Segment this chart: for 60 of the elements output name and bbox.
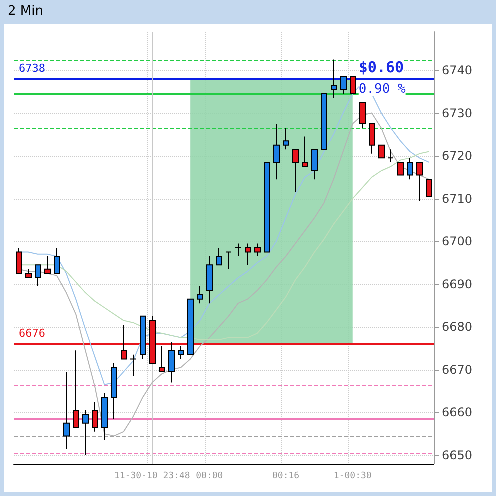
candlestick (378, 144, 385, 159)
y-tick-label: 6730 (442, 106, 473, 120)
candlestick (350, 76, 356, 95)
candlestick (311, 149, 318, 180)
candlestick (359, 102, 366, 129)
candlestick (302, 136, 308, 168)
y-tick-label: 6710 (442, 192, 473, 206)
candlestick (73, 350, 79, 428)
candlestick (168, 342, 175, 384)
y-tick-label: 6650 (442, 448, 473, 462)
candlestick (44, 256, 51, 274)
annotation: $0.60 (358, 58, 404, 77)
candlestick (82, 410, 89, 456)
candlestick (407, 158, 413, 180)
candlestick (416, 162, 423, 202)
y-tick-label: 6720 (442, 149, 473, 164)
candlestick (273, 123, 280, 180)
y-tick-label: 6660 (442, 406, 473, 420)
x-tick-label: 11-30-10 23:48 (114, 472, 190, 482)
candlestick (226, 252, 232, 270)
candlestick (331, 59, 337, 99)
candlestick (130, 354, 137, 377)
candlestick (25, 268, 32, 278)
chart-title: 2 Min (8, 4, 44, 19)
candlestick (235, 243, 242, 258)
candlestick (283, 128, 289, 150)
x-tick-label: 00:00 (196, 472, 224, 482)
candlestick (426, 179, 432, 198)
candlestick (264, 162, 270, 253)
candlestick (197, 286, 203, 304)
candlestick (245, 243, 251, 266)
candlestick (35, 264, 41, 287)
y-tick-label: 6690 (442, 277, 473, 292)
annotation: 0.90 % (358, 82, 406, 98)
candlestick (140, 316, 146, 360)
ref-line-label: 6676 (19, 327, 46, 340)
candlestick (101, 392, 108, 441)
ref-line-label: 6738 (19, 62, 46, 76)
y-tick-label: 6740 (442, 63, 473, 78)
candlestick (369, 123, 375, 154)
candlestick (292, 149, 299, 193)
candlestick (178, 346, 184, 360)
candlestick (111, 362, 117, 420)
y-tick-label: 6680 (442, 320, 473, 334)
candlestick (187, 298, 194, 356)
candlestick (340, 76, 347, 95)
x-tick-label: 1-00:30 (334, 472, 372, 482)
y-tick-label: 6670 (442, 362, 473, 377)
candlestick (16, 248, 22, 274)
candlestick (92, 401, 98, 432)
candlestick (321, 94, 327, 150)
candlestick (388, 149, 394, 163)
candlestick (216, 248, 222, 266)
candlestick (397, 162, 404, 176)
candlestick (254, 243, 261, 258)
x-tick-label: 00:16 (272, 472, 300, 482)
candlestick (63, 372, 70, 450)
y-tick-label: 6700 (442, 234, 473, 249)
candlestick (54, 248, 60, 274)
candlestick (206, 256, 213, 304)
